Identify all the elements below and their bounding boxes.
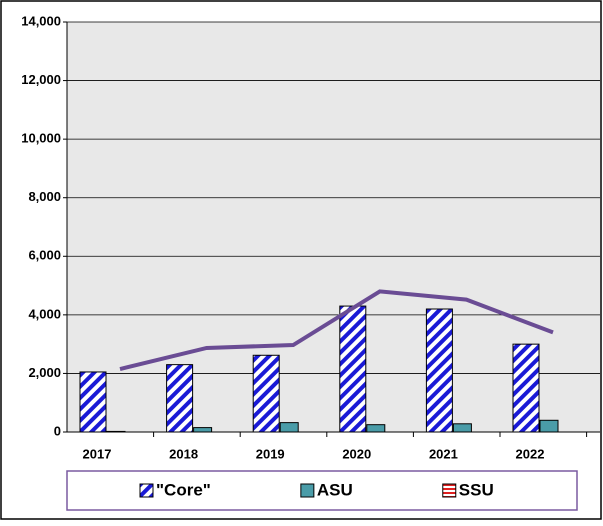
legend-label: "Core" <box>156 480 211 499</box>
bar <box>166 364 194 433</box>
y-tick-label: 10,000 <box>21 131 61 146</box>
y-tick-label: 6,000 <box>28 248 61 263</box>
bar <box>79 371 107 433</box>
x-tick-label: 2021 <box>429 446 458 461</box>
legend-swatch <box>442 483 457 498</box>
y-tick-label: 4,000 <box>28 306 61 321</box>
bar <box>279 422 299 433</box>
x-tick-label: 2018 <box>169 446 198 461</box>
y-tick-label: 14,000 <box>21 13 61 28</box>
x-tick-label: 2019 <box>256 446 285 461</box>
y-tick-label: 8,000 <box>28 189 61 204</box>
bar <box>339 305 367 433</box>
x-tick-label: 2022 <box>516 446 545 461</box>
legend-label: ASU <box>317 480 353 499</box>
bar <box>366 424 386 433</box>
bar <box>425 308 453 433</box>
x-tick-label: 2020 <box>342 446 371 461</box>
line <box>119 289 554 371</box>
y-tick-label: 12,000 <box>21 72 61 87</box>
bar <box>452 423 472 433</box>
legend-swatch <box>300 483 315 498</box>
legend-label: SSU <box>459 480 494 499</box>
y-tick-label: 0 <box>54 423 61 438</box>
plot-area <box>67 22 600 432</box>
legend-swatch <box>139 483 154 498</box>
bar <box>512 343 540 433</box>
y-tick-label: 2,000 <box>28 365 61 380</box>
bar <box>539 419 559 433</box>
bar <box>193 427 213 433</box>
bar <box>252 354 280 433</box>
bar <box>106 430 126 433</box>
x-tick-label: 2017 <box>83 446 112 461</box>
